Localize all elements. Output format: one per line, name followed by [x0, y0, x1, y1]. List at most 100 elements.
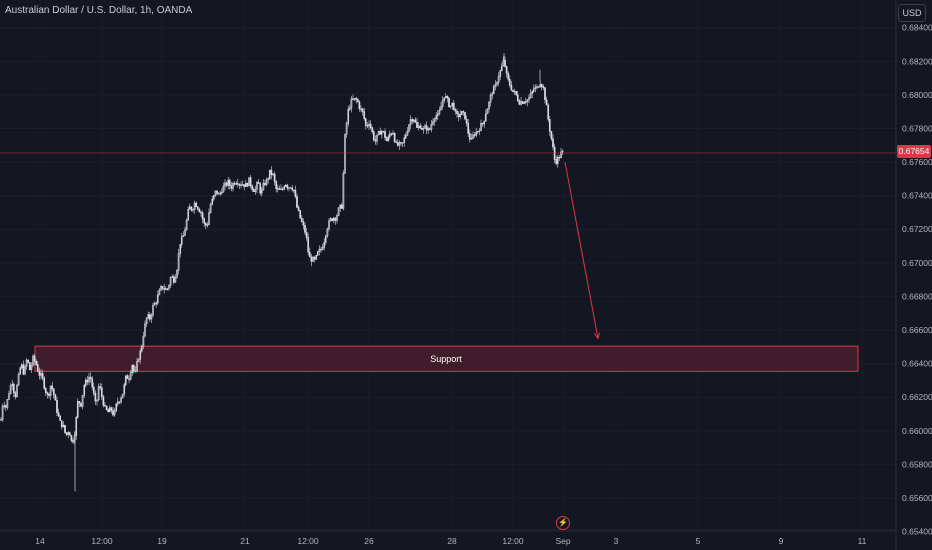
candle-body [332, 217, 335, 221]
candle-body [387, 136, 390, 142]
time-tick-label: Sep [555, 536, 570, 546]
candle-body [401, 142, 404, 144]
price-tick-label: 0.65800 [902, 459, 932, 469]
candle-body [30, 365, 33, 371]
candle-body [252, 189, 255, 192]
time-axis[interactable]: 14 12:00 19 21 12:00 26 28 12:00 Sep 3 5 9 11 [35, 536, 866, 546]
candle-body [232, 183, 234, 189]
candle-body [310, 256, 313, 262]
candle-body [291, 187, 294, 191]
candle-body [396, 142, 399, 146]
candle-body [358, 101, 361, 109]
candle-body [212, 195, 215, 200]
candle-body [41, 372, 44, 379]
candle-body [52, 388, 55, 396]
candle-body [534, 86, 537, 90]
candle-body [107, 409, 110, 413]
candle-body [473, 134, 476, 136]
candle-body [457, 113, 460, 117]
candle-body [124, 375, 127, 385]
candle-body [228, 179, 231, 186]
time-tick-label: 3 [614, 536, 619, 546]
candle-body [377, 131, 380, 136]
candle-body [206, 224, 209, 226]
candle-body [552, 138, 554, 148]
candle-body [419, 125, 422, 129]
candle-body [520, 101, 522, 105]
candle-body [516, 94, 519, 102]
candle-body [56, 400, 58, 413]
candle-body [264, 182, 266, 185]
candle-body [24, 366, 26, 375]
candle-body [75, 417, 78, 436]
candle-body [340, 204, 343, 209]
candle-body [339, 204, 342, 209]
candle-body [140, 345, 143, 352]
candle-body [80, 402, 82, 407]
candle-body [347, 109, 350, 124]
candle-body [337, 207, 340, 216]
candle-body [355, 98, 358, 100]
candle-body [510, 84, 513, 91]
time-tick-label: 5 [696, 536, 701, 546]
candle-body [313, 256, 316, 260]
candle-body [36, 364, 39, 372]
candle-body [156, 294, 159, 304]
flash-icon[interactable]: ⚡ [556, 516, 570, 530]
candle-body [556, 156, 559, 164]
candle-body [531, 91, 534, 94]
candle-body [262, 182, 265, 191]
candle-body [108, 407, 111, 413]
candle-body [6, 399, 9, 408]
candle-body [59, 415, 62, 421]
price-tick-label: 0.67200 [902, 224, 932, 234]
support-zone[interactable] [34, 345, 859, 372]
candle-body [89, 376, 92, 379]
candle-body [393, 132, 396, 143]
candle-body [123, 384, 126, 395]
candle-body [246, 183, 249, 187]
candle-body [408, 124, 410, 132]
candle-body [166, 288, 169, 290]
candle-body [88, 376, 90, 383]
candle-body [220, 191, 223, 194]
currency-selector[interactable]: USD [898, 4, 926, 22]
candle-body [331, 218, 334, 221]
candle-body [523, 101, 526, 104]
candle-body [28, 362, 31, 371]
candle-body [72, 440, 74, 443]
candle-body [14, 392, 17, 398]
candle-body [345, 123, 348, 135]
candle-body [185, 219, 188, 231]
candle-body [382, 130, 385, 133]
candle-body [238, 184, 241, 186]
candle-body [254, 188, 257, 192]
candle-body [430, 123, 433, 130]
candle-body [555, 159, 558, 164]
candle-body [336, 215, 338, 221]
candle-body [433, 118, 436, 122]
candle-body [521, 101, 524, 104]
candle-body [200, 211, 202, 214]
candle-body [144, 323, 146, 337]
candle-body [230, 185, 233, 189]
candle-body [561, 150, 564, 153]
candle-body [467, 122, 470, 134]
projection-arrow[interactable] [564, 161, 599, 339]
candle-body [131, 365, 134, 373]
candle-body [172, 276, 175, 283]
candle-body [422, 128, 425, 130]
candle-body [97, 386, 100, 401]
candle-body [441, 100, 444, 107]
candle-body [348, 107, 351, 110]
candle-body [353, 98, 356, 100]
candle-body [153, 302, 156, 306]
candle-body [284, 184, 287, 187]
price-axis[interactable]: 0.68400 0.68200 0.68000 0.67800 0.67600 0.674… [902, 23, 932, 537]
candle-body [283, 186, 286, 190]
candle-body [448, 97, 450, 108]
candle-body [38, 370, 41, 376]
candle-body [136, 361, 138, 372]
candlestick-series [0, 52, 564, 492]
